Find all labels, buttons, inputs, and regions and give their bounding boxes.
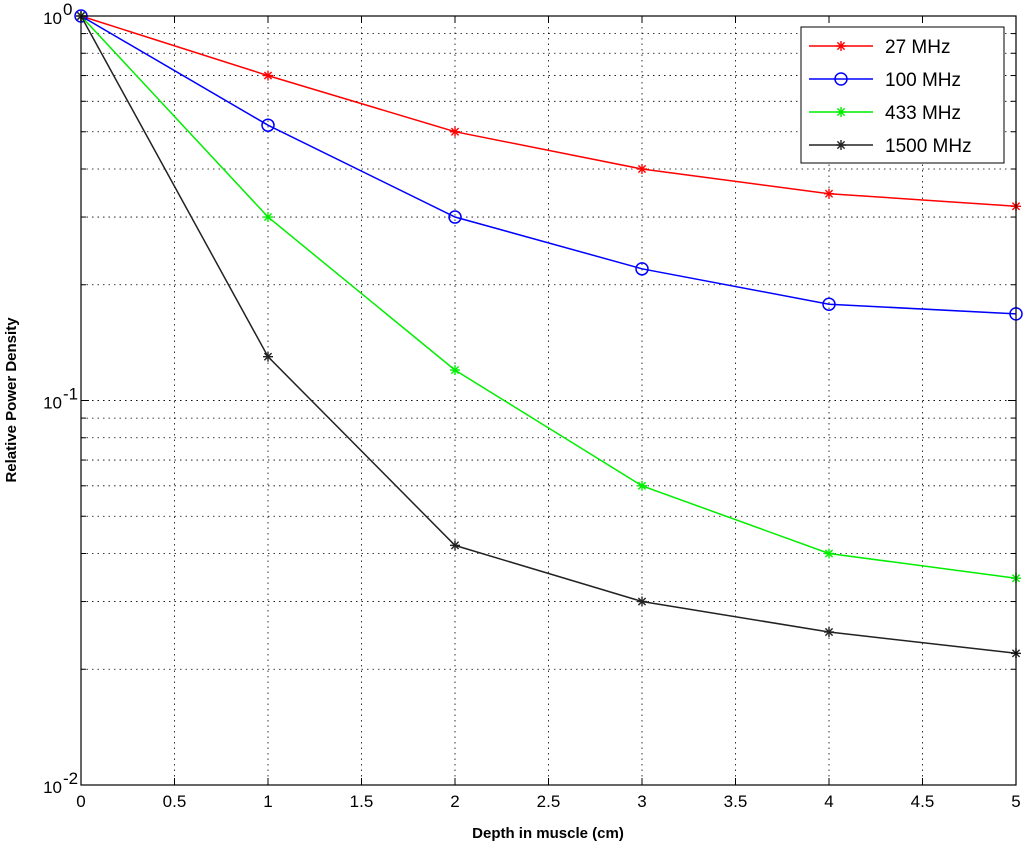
x-tick-label: 4: [824, 792, 833, 811]
legend-box: [800, 26, 1005, 164]
star-marker: [824, 548, 834, 559]
legend-label: 27 MHz: [885, 37, 950, 58]
legend-item-27-mhz: 27 MHz: [809, 37, 950, 58]
series-line: [80, 15, 1017, 655]
legend-label: 100 MHz: [885, 70, 961, 91]
star-marker: [263, 70, 273, 81]
star-marker: [836, 107, 846, 117]
legend-label: 1500 MHz: [885, 136, 972, 157]
series-line: [80, 15, 1017, 579]
y-tick-label: 10: [43, 778, 62, 797]
y-tick-label-exponent: -2: [63, 769, 78, 788]
x-tick-label: 4.5: [911, 792, 935, 811]
star-marker: [637, 596, 647, 607]
y-tick-label: 10: [43, 394, 62, 413]
x-tick-label: 3: [637, 792, 646, 811]
star-marker: [637, 164, 647, 175]
star-marker: [836, 41, 846, 51]
x-tick-label: 1.5: [350, 792, 374, 811]
series-100-mhz: [74, 9, 1023, 321]
x-tick-label: 2: [450, 792, 459, 811]
series-line: [80, 15, 1017, 315]
y-tick-label: 10: [43, 9, 62, 28]
y-tick-label-exponent: 0: [63, 0, 72, 19]
x-tick-label: 0.5: [163, 792, 187, 811]
circle-marker: [261, 118, 275, 132]
y-tick-label-exponent: -1: [63, 385, 78, 404]
legend-label: 433 MHz: [885, 103, 961, 124]
y-axis-title: Relative Power Density: [3, 317, 20, 483]
star-marker: [263, 351, 273, 362]
circle-marker: [448, 210, 462, 224]
series-1500-mhz: [76, 11, 1021, 659]
legend-item-1500-mhz: 1500 MHz: [809, 136, 972, 157]
star-marker: [450, 126, 460, 137]
star-marker: [263, 212, 273, 223]
star-marker: [824, 188, 834, 199]
star-marker: [836, 140, 846, 150]
star-marker: [637, 480, 647, 491]
x-tick-label: 1: [263, 792, 272, 811]
circle-marker: [834, 72, 848, 86]
legend-item-433-mhz: 433 MHz: [809, 103, 961, 124]
x-tick-label: 3.5: [724, 792, 748, 811]
x-tick-label: 5: [1011, 792, 1020, 811]
legend-item-100-mhz: 100 MHz: [809, 70, 961, 91]
circle-marker: [822, 297, 836, 311]
star-marker: [824, 626, 834, 637]
circle-marker: [635, 262, 649, 276]
x-tick-label: 2.5: [537, 792, 561, 811]
legend: 27 MHz 100 MHz 433 MHz 1500 MHz: [800, 26, 1005, 164]
x-axis-title: Depth in muscle (cm): [472, 825, 624, 842]
star-marker: [450, 540, 460, 551]
star-marker: [450, 365, 460, 376]
x-tick-label: 0: [76, 792, 85, 811]
series-line: [80, 15, 1017, 208]
grid: [81, 16, 1016, 785]
